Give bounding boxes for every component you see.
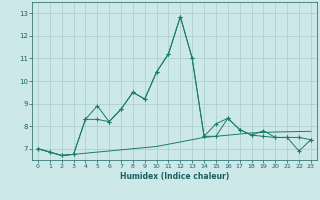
X-axis label: Humidex (Indice chaleur): Humidex (Indice chaleur) [120, 172, 229, 181]
